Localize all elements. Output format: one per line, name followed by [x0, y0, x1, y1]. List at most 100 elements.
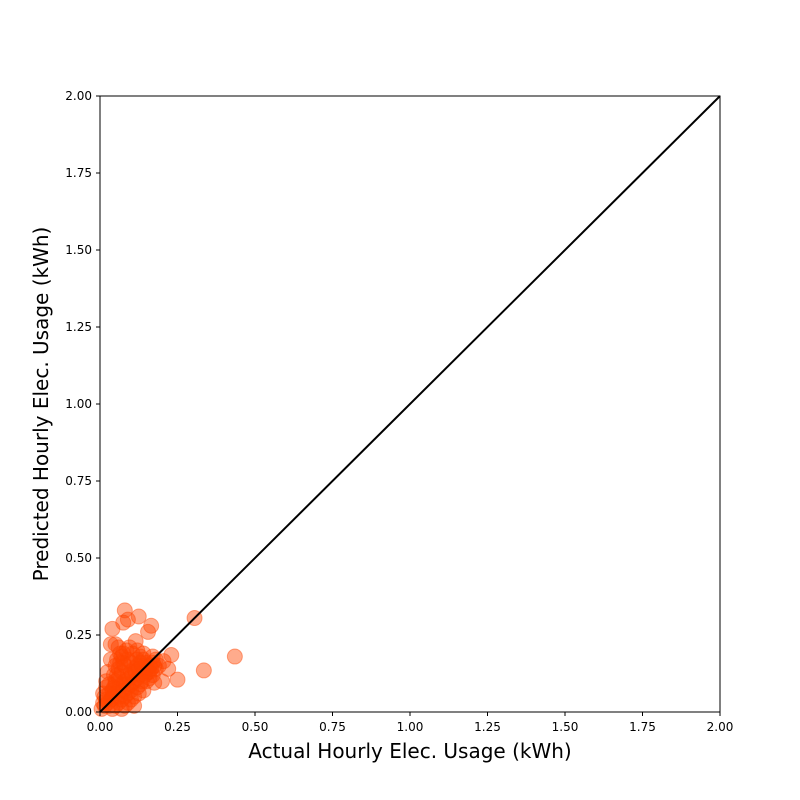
y-tick-label: 2.00	[65, 89, 92, 103]
y-tick-label: 1.50	[65, 243, 92, 257]
data-point	[138, 673, 155, 690]
data-point	[101, 697, 118, 714]
x-tick-label: 1.25	[474, 720, 501, 734]
y-tick-label: 0.50	[65, 551, 92, 565]
data-point	[105, 667, 122, 684]
y-axis-label: Predicted Hourly Elec. Usage (kWh)	[29, 227, 53, 582]
x-tick-label: 1.00	[397, 720, 424, 734]
data-point	[118, 642, 135, 659]
x-tick-label: 0.50	[242, 720, 269, 734]
data-point	[126, 688, 143, 705]
data-point	[146, 674, 163, 691]
data-point	[123, 676, 139, 693]
data-point	[150, 657, 167, 674]
data-point	[95, 685, 112, 702]
data-point	[118, 676, 135, 693]
data-point	[109, 667, 126, 684]
data-point	[123, 691, 139, 708]
x-tick-label: 0.25	[164, 720, 191, 734]
data-point	[126, 697, 143, 714]
data-point	[226, 648, 243, 665]
data-point	[109, 651, 126, 668]
x-tick-label: 0.75	[319, 720, 346, 734]
data-point	[155, 653, 172, 670]
data-point	[138, 660, 155, 677]
data-point	[124, 645, 141, 662]
data-point	[96, 688, 113, 705]
data-point	[130, 660, 147, 677]
data-point	[141, 670, 158, 687]
data-point	[107, 685, 124, 702]
data-point	[107, 636, 124, 653]
data-point	[119, 667, 136, 684]
y-tick-label: 0.75	[65, 474, 92, 488]
data-point	[163, 647, 180, 664]
data-point	[144, 648, 161, 665]
data-point	[98, 679, 115, 696]
data-point	[169, 671, 186, 688]
data-point	[102, 651, 119, 668]
data-point	[143, 617, 160, 634]
data-point	[121, 670, 138, 687]
data-point	[104, 620, 121, 637]
data-point	[140, 623, 157, 640]
data-point	[123, 654, 139, 671]
y-tick-label: 0.00	[65, 705, 92, 719]
data-point	[126, 660, 143, 677]
x-axis-label: Actual Hourly Elec. Usage (kWh)	[248, 739, 571, 763]
data-point	[147, 660, 164, 677]
data-point	[112, 654, 129, 671]
data-point	[102, 691, 119, 708]
identity-reference-line	[99, 95, 721, 713]
data-point	[107, 673, 124, 690]
data-point	[105, 679, 122, 696]
data-point	[96, 697, 113, 714]
data-point	[121, 639, 138, 656]
y-tick-label: 0.25	[65, 628, 92, 642]
data-points	[93, 602, 243, 717]
data-point	[101, 676, 118, 693]
y-axis-ticks: 0.00 0.25 0.50 0.75 1.00 1.25 1.50 1.75 2.00	[65, 89, 100, 719]
data-point	[135, 651, 152, 668]
data-point	[141, 657, 158, 674]
data-point	[115, 645, 132, 662]
data-point	[116, 697, 133, 714]
data-point	[93, 700, 110, 717]
data-point	[129, 679, 146, 696]
data-point	[113, 663, 130, 680]
data-point	[104, 688, 121, 705]
data-point	[113, 700, 130, 717]
data-point	[144, 654, 161, 671]
data-point	[119, 679, 136, 696]
data-point	[135, 682, 152, 699]
data-point	[119, 685, 136, 702]
x-tick-label: 1.50	[552, 720, 579, 734]
data-point	[132, 648, 149, 665]
x-tick-label: 2.00	[707, 720, 734, 734]
data-point	[98, 673, 115, 690]
data-point	[129, 657, 146, 674]
data-point	[129, 642, 146, 659]
data-point	[132, 667, 149, 684]
data-point	[110, 660, 127, 677]
data-point	[141, 663, 158, 680]
data-point	[130, 685, 147, 702]
data-point	[127, 663, 144, 680]
data-point	[115, 682, 132, 699]
data-point	[147, 651, 164, 668]
data-point	[124, 667, 141, 684]
data-point	[119, 611, 136, 628]
data-point	[110, 670, 127, 687]
x-tick-label: 0.00	[87, 720, 114, 734]
data-point	[112, 688, 129, 705]
data-point	[135, 645, 152, 662]
data-point	[119, 694, 136, 711]
data-point	[115, 654, 132, 671]
data-point	[113, 691, 130, 708]
data-point	[127, 633, 144, 650]
data-point	[123, 663, 139, 680]
data-point	[110, 639, 127, 656]
x-axis-ticks: 0.00 0.25 0.50 0.75 1.00 1.25 1.50 1.75 2.00	[87, 712, 734, 734]
